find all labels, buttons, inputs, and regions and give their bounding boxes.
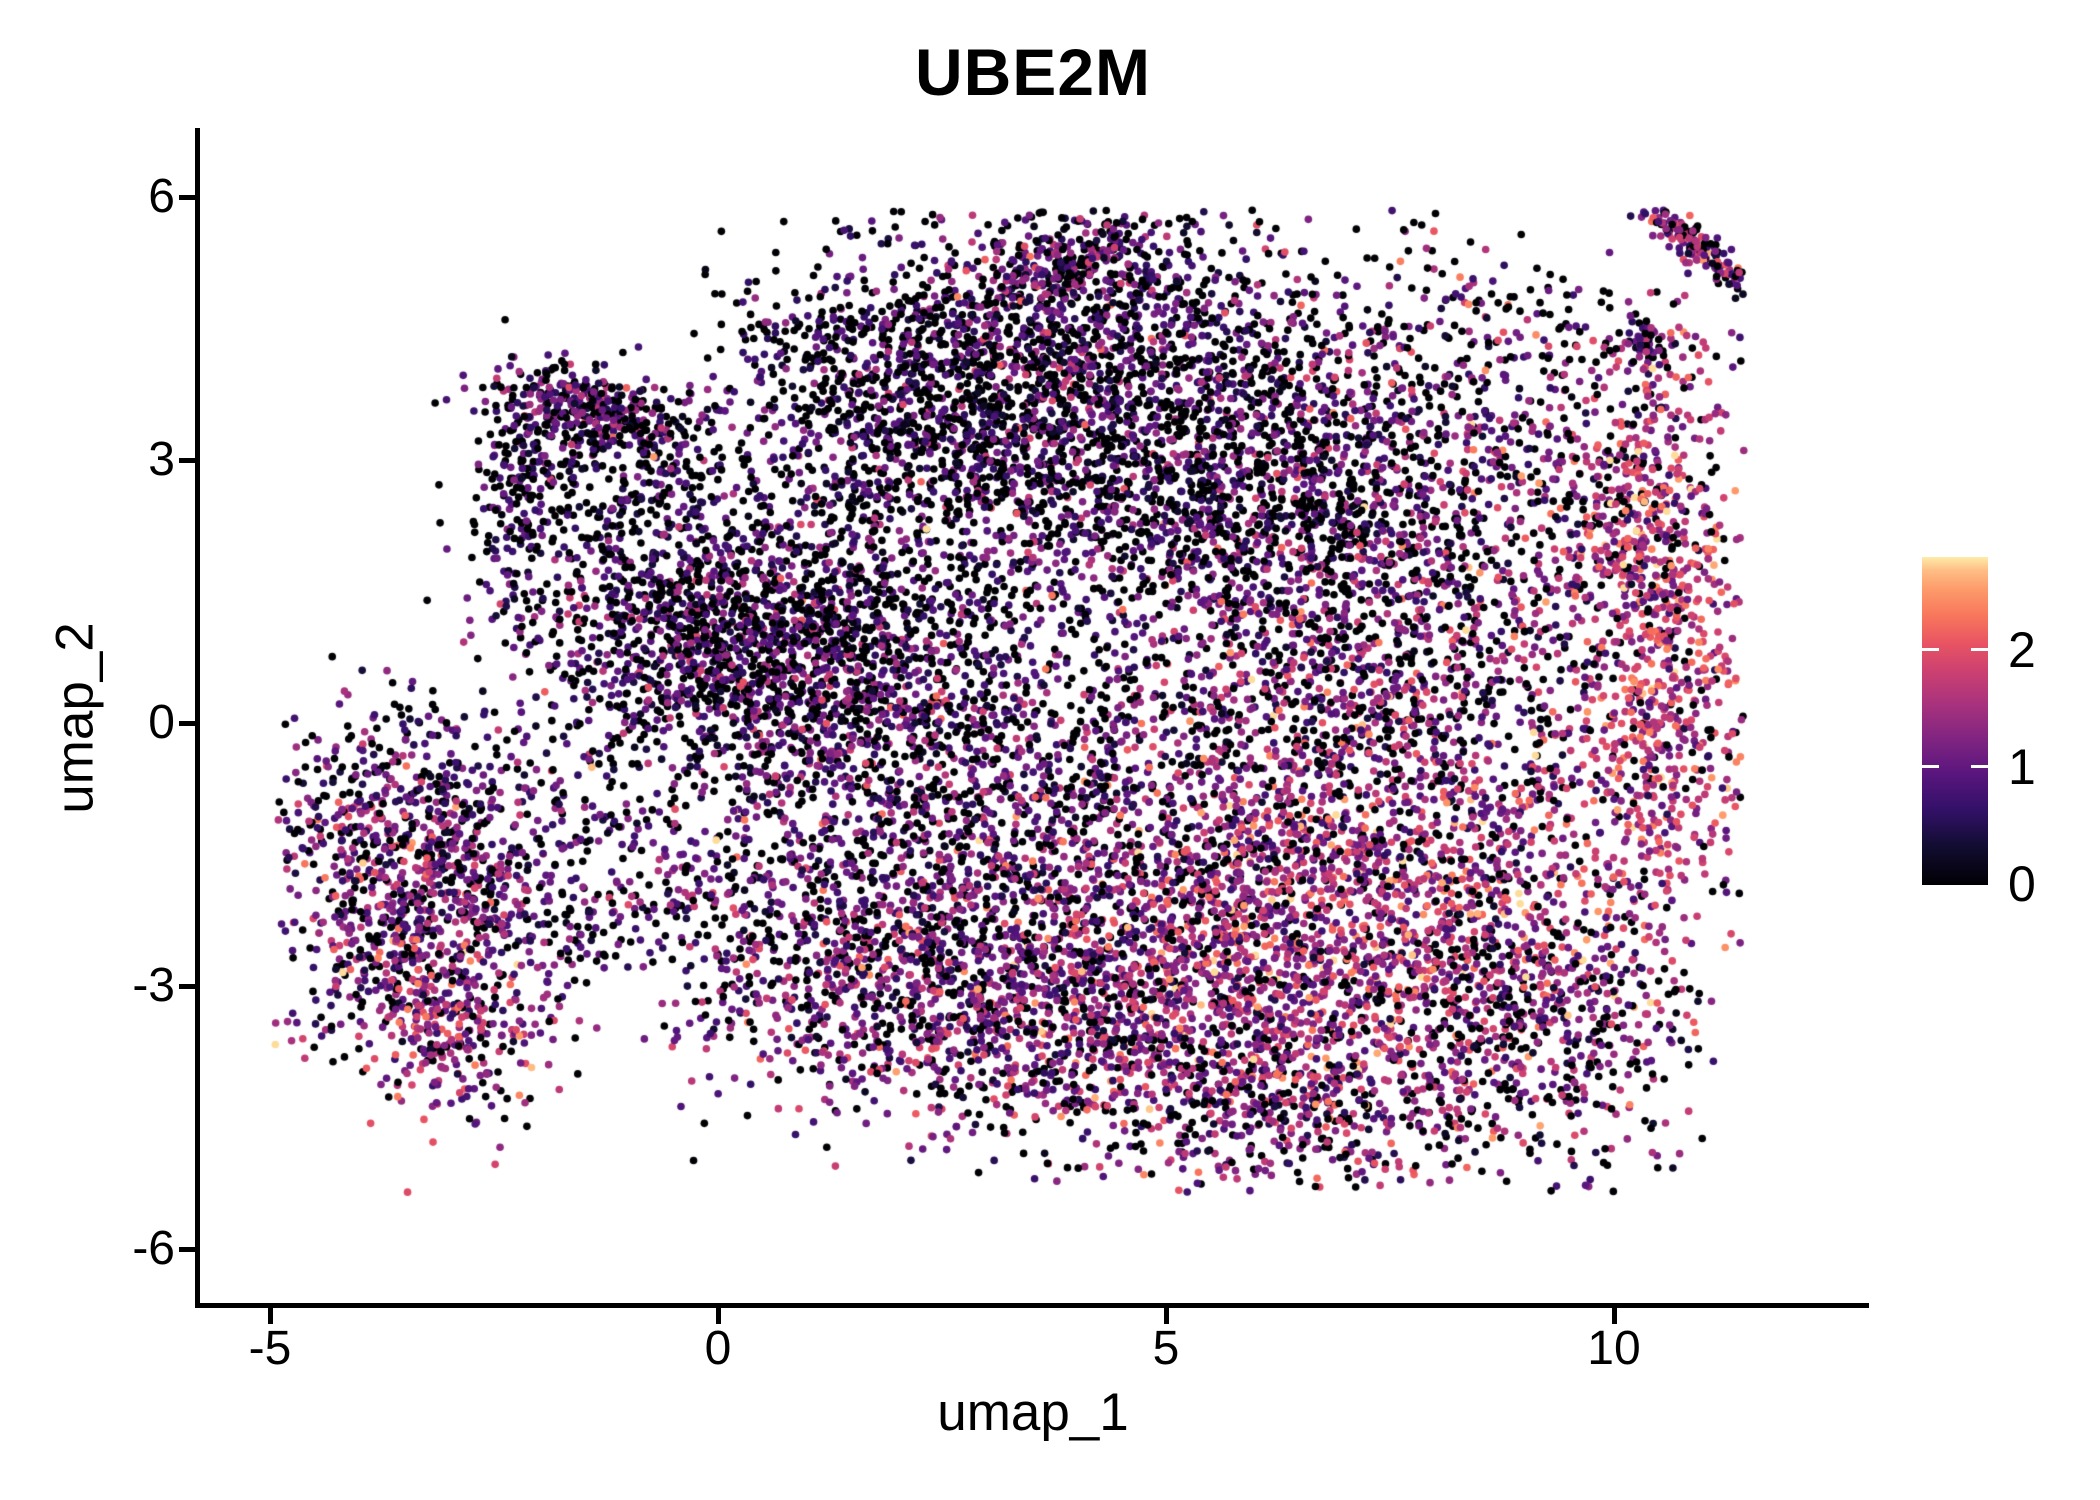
colorbar-tick-1-left [1922, 765, 1939, 768]
y-ticklabel: 3 [148, 433, 175, 486]
y-ticklabel: -6 [132, 1222, 175, 1275]
x-tickmark-0 [716, 1308, 721, 1324]
x-ticklabel: 10 [1587, 1322, 1641, 1375]
colorbar-label-1: 1 [2008, 739, 2036, 795]
x-ticklabel: 5 [1152, 1322, 1180, 1375]
plot-title: UBE2M [914, 35, 1152, 109]
expression-colorbar [1922, 557, 1988, 885]
x-ticklabel: 0 [704, 1322, 732, 1375]
x-axis-title: umap_1 [937, 1383, 1129, 1442]
x-tickmark-10 [1612, 1308, 1617, 1324]
y-tickmark--6 [179, 1247, 195, 1252]
y-ticklabel: 0 [148, 696, 175, 749]
colorbar-label-0: 0 [2008, 856, 2036, 912]
x-tickmark-5 [1164, 1308, 1169, 1324]
colorbar-tick-2-right [1971, 648, 1988, 651]
y-axis-line [195, 128, 200, 1308]
y-ticklabel: 6 [148, 170, 175, 223]
y-tickmark-6 [179, 195, 195, 200]
y-ticklabel: -3 [132, 959, 175, 1012]
colorbar-label-2: 2 [2008, 622, 2036, 678]
y-tickmark-0 [179, 721, 195, 726]
y-tickmark-3 [179, 458, 195, 463]
y-tickmark--3 [179, 984, 195, 989]
y-axis-title: umap_2 [45, 622, 105, 814]
x-axis-line [195, 1303, 1869, 1308]
colorbar-tick-1-right [1971, 765, 1988, 768]
x-tickmark--5 [268, 1308, 273, 1324]
x-ticklabel: -5 [248, 1322, 292, 1375]
colorbar-tick-2-left [1922, 648, 1939, 651]
